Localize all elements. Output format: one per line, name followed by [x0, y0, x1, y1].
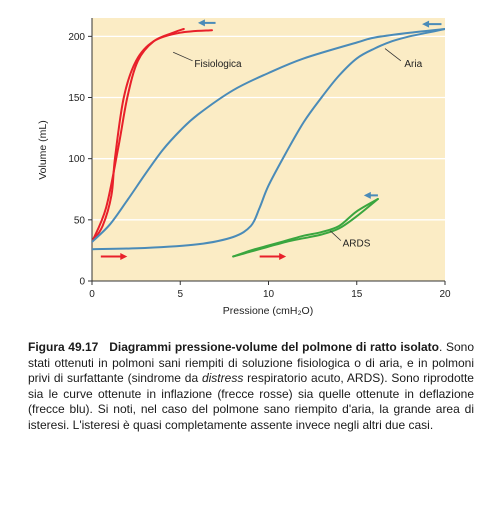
- annotations-group: Fisiologica Aria ARDS: [173, 48, 423, 250]
- arrow-head: [197, 19, 205, 27]
- y-axis-label: Volume (mL): [37, 120, 49, 180]
- y-tick-label: 150: [68, 93, 85, 104]
- annotation-leader: [384, 48, 402, 62]
- axes: 0 50 100 150 200 0 5 10 15 20: [68, 18, 451, 300]
- annotation-label: ARDS: [343, 239, 371, 250]
- aria-deflation-curve: [92, 28, 445, 243]
- plot-area: [92, 18, 445, 281]
- x-axis-label: Pressione (cmH₂O): [223, 305, 313, 317]
- x-tick-label: 15: [351, 289, 363, 300]
- x-tick-label: 20: [439, 289, 451, 300]
- caption-italic: distress: [201, 371, 244, 386]
- pressure-volume-chart: 0 50 100 150 200 0 5 10 15 20 Fisiologica Aria ARDS…: [37, 18, 451, 317]
- y-tick-label: 100: [68, 154, 85, 165]
- y-tick-label: 200: [68, 32, 85, 43]
- arrow-head: [279, 253, 287, 261]
- arrow-head: [422, 20, 430, 28]
- x-tick-label: 5: [177, 289, 183, 300]
- x-tick-label: 0: [89, 289, 95, 300]
- arrow-head: [120, 253, 128, 261]
- caption-label: Figura 49.17: [28, 340, 99, 354]
- figure-caption: Figura 49.17 Diagrammi pressione-volume …: [28, 340, 474, 434]
- annotation-label: Fisiologica: [194, 59, 242, 70]
- y-tick-label: 50: [74, 215, 86, 226]
- annotation-leader: [330, 230, 342, 241]
- annotation-leader: [173, 51, 193, 62]
- y-tick-label: 0: [79, 277, 85, 288]
- series-group: [92, 28, 445, 258]
- caption-text-after: respiratorio acuto, ARDS). Sono riprodot…: [28, 371, 474, 432]
- ards-inflation-curve: [232, 198, 379, 258]
- annotation-label: Aria: [404, 59, 422, 70]
- caption-text-before: . Sono stati ottenuti in polmoni sani ri…: [28, 340, 474, 386]
- fisiologica-deflation-curve: [92, 29, 213, 243]
- fisiologica-inflation-curve: [92, 28, 185, 243]
- arrows-group: [100, 19, 442, 261]
- caption-title: Diagrammi pressione-volume del polmone d…: [109, 340, 440, 354]
- aria-inflation-curve: [92, 28, 445, 251]
- ards-deflation-curve: [232, 198, 379, 258]
- arrow-head: [363, 191, 371, 199]
- x-tick-label: 10: [263, 289, 275, 300]
